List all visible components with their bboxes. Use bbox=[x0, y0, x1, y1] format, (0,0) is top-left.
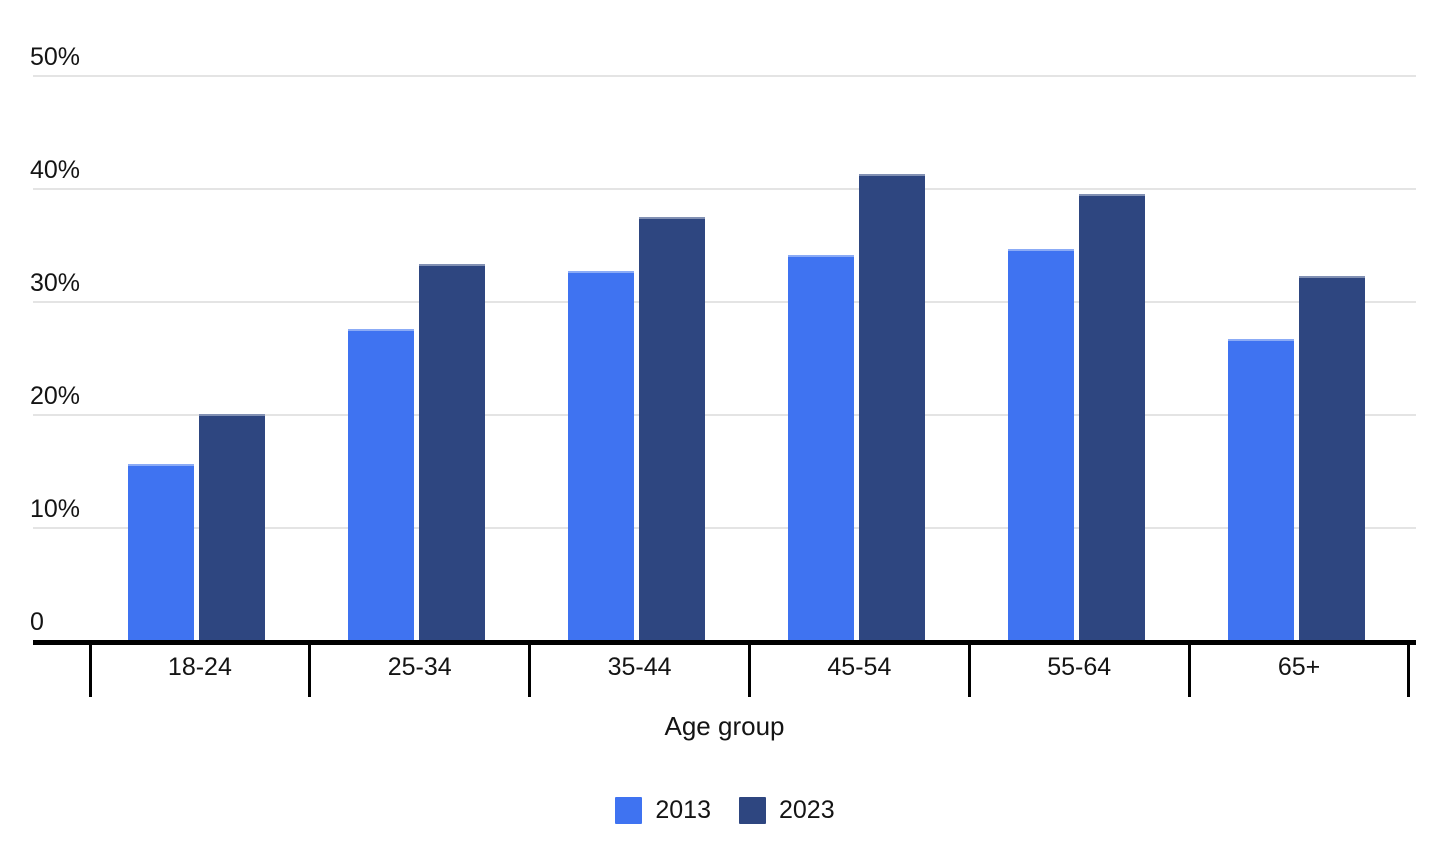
bar-group-18-24 bbox=[128, 414, 266, 641]
x-axis-label-25-34: 25-34 bbox=[387, 653, 452, 681]
bar-2013-25-34[interactable] bbox=[348, 329, 415, 641]
bar-2013-55-64[interactable] bbox=[1007, 249, 1074, 641]
legend-item-2013[interactable]: 2013 bbox=[615, 795, 711, 825]
bar-group-25-34 bbox=[348, 264, 486, 641]
gridline-30 bbox=[33, 301, 1416, 303]
bar-2023-55-64[interactable] bbox=[1078, 194, 1145, 641]
y-axis-label-30: 30% bbox=[30, 269, 81, 297]
x-axis-tick bbox=[1187, 640, 1191, 697]
x-axis-tick bbox=[967, 640, 971, 697]
x-axis-line bbox=[33, 640, 1416, 645]
x-axis-label-55-64: 55-64 bbox=[1047, 653, 1112, 681]
gridline-10 bbox=[33, 527, 1416, 529]
legend-swatch-2013 bbox=[615, 796, 643, 824]
bar-2023-45-54[interactable] bbox=[858, 174, 925, 641]
x-axis-label-45-54: 45-54 bbox=[827, 653, 892, 681]
x-axis-tick bbox=[528, 640, 532, 697]
legend-label-2023: 2023 bbox=[779, 796, 835, 824]
gridline-50 bbox=[33, 75, 1416, 77]
bar-2023-65+[interactable] bbox=[1298, 276, 1365, 641]
legend-swatch-2023 bbox=[739, 796, 766, 824]
x-axis-label-18-24: 18-24 bbox=[167, 653, 232, 681]
legend: 2013 2023 bbox=[0, 794, 1450, 826]
bar-group-35-44 bbox=[568, 217, 706, 641]
gridline-20 bbox=[33, 414, 1416, 416]
legend-label-2013: 2013 bbox=[655, 796, 711, 824]
y-axis-label-20: 20% bbox=[30, 382, 81, 410]
bar-2013-18-24[interactable] bbox=[128, 464, 195, 641]
bar-group-55-64 bbox=[1007, 194, 1145, 641]
x-axis-label-65+: 65+ bbox=[1277, 653, 1321, 681]
x-axis-label-35-44: 35-44 bbox=[607, 653, 672, 681]
bar-2013-45-54[interactable] bbox=[787, 255, 854, 641]
legend-item-2023[interactable]: 2023 bbox=[739, 795, 835, 825]
x-axis-tick bbox=[308, 640, 312, 697]
gridline-40 bbox=[33, 188, 1416, 190]
bar-group-45-54 bbox=[787, 174, 925, 641]
y-axis-label-10: 10% bbox=[30, 495, 81, 523]
bar-group-65+ bbox=[1227, 276, 1365, 641]
bar-2013-65+[interactable] bbox=[1227, 339, 1294, 641]
bar-2013-35-44[interactable] bbox=[568, 271, 635, 641]
y-axis-label-40: 40% bbox=[30, 156, 81, 184]
bar-2023-18-24[interactable] bbox=[199, 414, 266, 641]
x-axis-tick bbox=[1407, 640, 1411, 697]
y-axis-label-50: 50% bbox=[30, 43, 81, 71]
y-axis-label-0: 0 bbox=[30, 608, 44, 636]
x-axis-title: Age group bbox=[664, 711, 785, 741]
bar-2023-25-34[interactable] bbox=[419, 264, 486, 641]
x-axis-tick bbox=[88, 640, 92, 697]
bar-2023-35-44[interactable] bbox=[639, 217, 706, 641]
x-axis-tick bbox=[747, 640, 751, 697]
